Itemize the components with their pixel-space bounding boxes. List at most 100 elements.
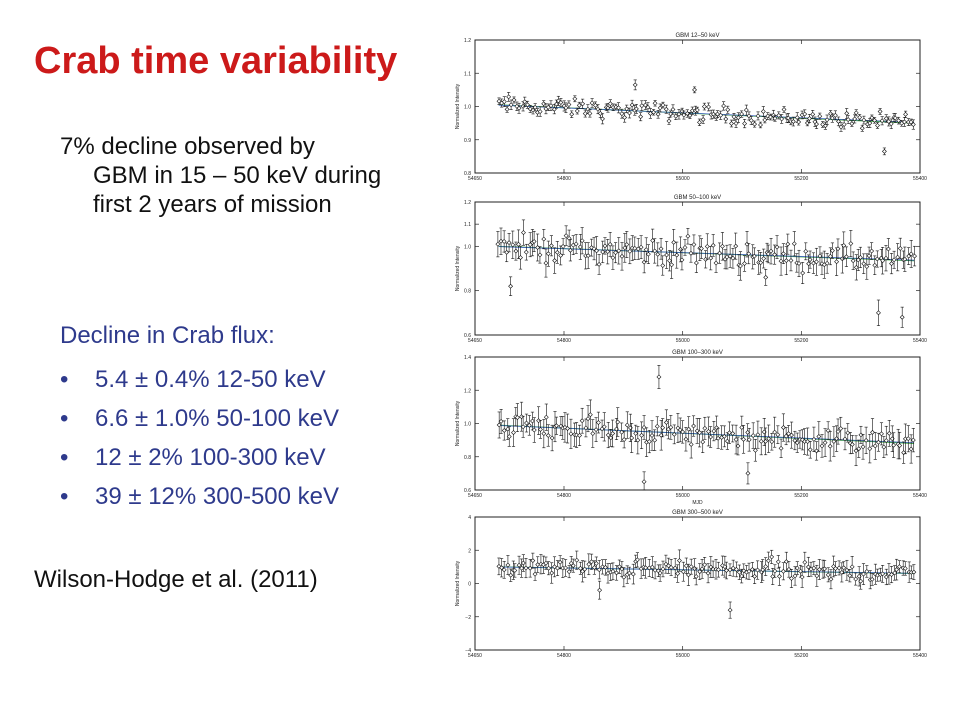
data-point	[578, 565, 583, 571]
data-point	[891, 442, 897, 448]
data-point	[622, 245, 628, 251]
data-point	[495, 241, 501, 247]
data-point	[558, 253, 564, 258]
data-point	[706, 429, 711, 434]
data-point	[880, 258, 886, 264]
data-point	[725, 107, 731, 113]
data-point	[579, 238, 585, 244]
data-point	[857, 114, 863, 120]
x-tick-label: 54800	[557, 338, 571, 344]
data-point	[554, 101, 559, 107]
data-point	[535, 245, 541, 250]
data-point	[822, 566, 827, 572]
data-point	[822, 440, 828, 446]
data-point	[779, 116, 785, 122]
data-point	[688, 442, 694, 447]
data-point	[817, 253, 823, 259]
data-point	[816, 434, 822, 439]
data-point	[861, 261, 867, 267]
data-point	[670, 107, 676, 112]
data-point	[746, 251, 752, 257]
data-point	[511, 97, 517, 103]
data-point	[836, 565, 842, 571]
data-point	[496, 98, 502, 104]
data-point	[587, 111, 593, 116]
x-tick-label: 54800	[557, 493, 571, 499]
data-point	[845, 117, 851, 122]
data-point	[888, 121, 894, 127]
data-point	[715, 111, 720, 117]
data-point	[883, 116, 889, 121]
decline-value: 39 ± 12% 300-500 keV	[95, 483, 340, 510]
chart-title: GBM 12–50 keV	[675, 33, 719, 39]
data-point	[684, 111, 690, 116]
data-point	[545, 251, 551, 257]
data-point	[624, 422, 630, 428]
data-point	[702, 562, 708, 568]
x-tick-label: 55200	[794, 176, 808, 182]
data-point	[760, 109, 766, 114]
data-point	[770, 574, 776, 579]
y-tick-label: 0.9	[464, 138, 471, 144]
data-point	[730, 255, 736, 261]
data-point	[718, 112, 724, 118]
y-tick-label: 1.1	[464, 222, 471, 228]
data-point	[645, 104, 651, 110]
data-point	[560, 244, 566, 249]
data-point	[523, 249, 529, 255]
data-point	[621, 437, 627, 442]
data-point	[824, 117, 830, 123]
data-point	[634, 557, 640, 563]
data-point	[566, 569, 572, 575]
data-point	[853, 448, 859, 454]
data-point	[557, 559, 563, 565]
bullet-icon: •	[60, 483, 69, 510]
data-point	[608, 435, 614, 441]
data-point	[860, 444, 866, 450]
data-point	[586, 561, 592, 567]
y-tick-label: 4	[468, 515, 471, 521]
data-point	[711, 111, 716, 117]
data-point	[911, 569, 917, 575]
data-point	[697, 430, 703, 436]
data-point	[545, 433, 551, 438]
data-point	[771, 112, 776, 118]
data-point	[777, 573, 782, 579]
x-tick-label: 54650	[468, 338, 482, 344]
data-point	[799, 574, 805, 580]
data-point	[530, 418, 535, 424]
data-point	[848, 241, 854, 246]
data-point	[872, 262, 878, 268]
data-point	[508, 102, 514, 108]
data-point	[496, 422, 502, 428]
data-point	[520, 560, 526, 566]
data-point	[724, 438, 730, 444]
data-point	[910, 437, 916, 443]
x-tick-label: 55400	[913, 338, 927, 344]
data-point	[730, 565, 736, 571]
data-point	[565, 426, 570, 431]
data-point	[663, 106, 669, 112]
data-point	[897, 443, 903, 448]
data-point	[746, 437, 752, 443]
data-point	[655, 251, 661, 257]
data-point	[504, 249, 510, 255]
data-point	[697, 119, 702, 125]
data-point	[627, 570, 632, 576]
data-point	[563, 233, 569, 239]
data-point	[585, 416, 591, 422]
data-point	[680, 569, 686, 575]
x-tick-label: 54650	[468, 493, 482, 499]
data-point	[706, 104, 711, 110]
data-point	[673, 113, 679, 119]
data-point	[501, 239, 507, 244]
data-point	[508, 572, 514, 578]
data-point	[769, 439, 775, 445]
data-point	[721, 103, 727, 109]
data-point	[829, 115, 835, 121]
data-point	[889, 261, 894, 267]
data-point	[796, 119, 802, 125]
data-point	[729, 121, 734, 126]
data-point	[897, 246, 903, 251]
y-tick-label: 1.2	[464, 200, 471, 206]
